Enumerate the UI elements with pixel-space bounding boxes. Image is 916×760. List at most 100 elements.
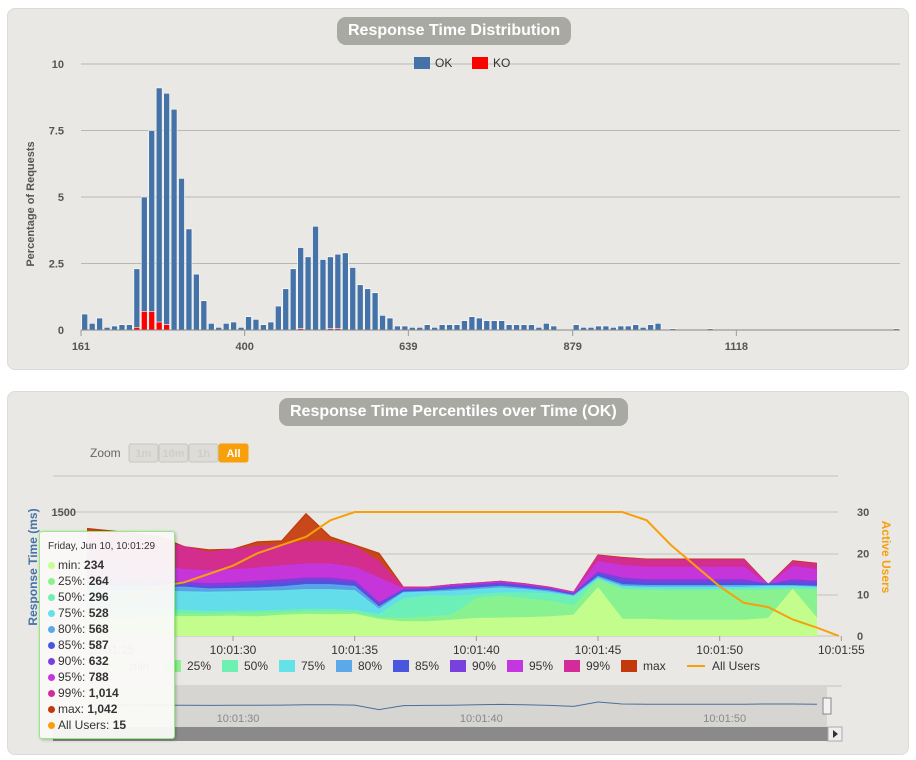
x-tick-label: 10:01:30: [210, 643, 257, 657]
tooltip-row: 99%: 1,014: [48, 685, 174, 701]
legend-label-85pct[interactable]: 85%: [415, 659, 439, 673]
ok-bar: [498, 320, 505, 331]
ok-bar: [446, 324, 453, 331]
zoom-button-1h-bg[interactable]: [188, 443, 219, 463]
zoom-button-10m-bg[interactable]: [158, 443, 189, 463]
tooltip-row: All Users: 15: [48, 717, 174, 733]
ok-bar: [289, 268, 297, 331]
ok-bar: [401, 325, 409, 331]
y-tick-label: 5: [58, 192, 64, 204]
area-edge-50pct: [86, 579, 818, 616]
legend-label-50pct[interactable]: 50%: [244, 659, 268, 673]
tooltip-row: 25%: 264: [48, 573, 174, 589]
ok-bar: [185, 228, 193, 331]
area-edge-90pct: [86, 571, 818, 604]
ok-bar: [297, 247, 304, 331]
tooltip-series-value: 788: [88, 670, 109, 684]
legend-label-90pct[interactable]: 90%: [472, 659, 496, 673]
tooltip-series-label: 85%: [58, 638, 83, 652]
area-edge-25pct: [86, 579, 818, 620]
x-tick-label: 10:01:55: [818, 643, 865, 657]
ok-bar: [275, 305, 282, 331]
ok-bar: [342, 252, 349, 331]
ok-bar: [200, 300, 208, 331]
tooltip-series-label: All Users: [58, 718, 107, 732]
ok-bar: [88, 323, 96, 331]
ok-bar: [595, 325, 602, 331]
ok-bar: [394, 325, 401, 331]
area-edge-min: [86, 587, 818, 623]
x-tick-label: 10:01:35: [331, 643, 378, 657]
x-tick-label: 879: [563, 341, 581, 353]
ok-bar: [163, 92, 170, 331]
tooltip-series-dot: [48, 642, 55, 649]
legend-label-95pct[interactable]: 95%: [529, 659, 553, 673]
tooltip-series-value: 632: [88, 654, 109, 668]
ok-bar: [632, 324, 639, 331]
legend-swatch-90pct: [450, 660, 466, 672]
zoom-button-1h[interactable]: 1h: [197, 448, 210, 460]
legend-swatch-99pct: [564, 660, 580, 672]
tooltip-series-value: 234: [84, 558, 105, 572]
navigator-right-handle[interactable]: [822, 697, 832, 715]
zoom-button-All-bg[interactable]: [218, 443, 249, 463]
tooltip-row: 80%: 568: [48, 621, 174, 637]
ok-bar: [193, 273, 200, 331]
legend-label-ok[interactable]: OK: [435, 56, 452, 70]
navigator-time-label: 10:01:40: [460, 713, 503, 725]
legend-label-max[interactable]: max: [643, 659, 666, 673]
tooltip-series-dot: [48, 674, 55, 681]
ok-bar: [505, 324, 513, 331]
tooltip-row: 95%: 788: [48, 669, 174, 685]
zoom-button-1m-bg[interactable]: [128, 443, 159, 463]
tooltip-series-dot: [48, 626, 55, 633]
legend-label-99pct[interactable]: 99%: [586, 659, 610, 673]
y2-tick-label: 10: [857, 590, 869, 602]
ok-bar: [81, 313, 88, 331]
tooltip-row: min: 234: [48, 557, 174, 573]
zoom-button-10m[interactable]: 10m: [162, 448, 184, 460]
legend-swatch-ko: [472, 57, 488, 69]
ok-bar: [572, 324, 580, 331]
ok-bar: [647, 324, 654, 331]
active-users-axis-title: Active Users: [879, 521, 893, 594]
y-tick-label: 10: [52, 59, 64, 71]
tooltip-series-dot: [48, 562, 55, 569]
tooltip-series-dot: [48, 594, 55, 601]
scroll-right-arrow-icon: [833, 730, 838, 738]
ok-bar: [252, 319, 260, 331]
navigator-selection[interactable]: [87, 687, 827, 727]
ko-bar: [148, 311, 156, 331]
y2-tick-label: 20: [857, 548, 869, 560]
tooltip-series-label: min: [58, 558, 78, 572]
tooltip-header: Friday, Jun 10, 10:01:29: [48, 541, 156, 552]
y-tick-label: 0: [58, 325, 64, 337]
chart-tooltip: Friday, Jun 10, 10:01:29 min: 234 25%: 26…: [39, 531, 175, 739]
x-tick-label: 10:01:50: [696, 643, 743, 657]
ok-bar: [371, 292, 379, 331]
tooltip-row: max: 1,042: [48, 701, 174, 717]
ok-bar: [550, 325, 558, 331]
tooltip-row: 85%: 587: [48, 637, 174, 653]
tooltip-series-value: 296: [88, 590, 109, 604]
tooltip-series-dot: [48, 578, 55, 585]
ok-bar: [96, 317, 103, 331]
ok-bar: [126, 324, 133, 331]
ok-bar: [461, 320, 468, 331]
ok-bar: [155, 87, 163, 331]
navigator-scrollbar-track[interactable]: [53, 727, 842, 741]
tooltip-row: 75%: 528: [48, 605, 174, 621]
navigator-series-line: [86, 701, 818, 711]
legend-label-all-users[interactable]: All Users: [712, 659, 760, 673]
tooltip-series-value: 1,042: [87, 702, 118, 716]
legend-label-25pct[interactable]: 25%: [187, 659, 211, 673]
zoom-button-All[interactable]: All: [226, 448, 240, 460]
legend-label-75pct[interactable]: 75%: [301, 659, 325, 673]
tooltip-series-dot: [48, 706, 55, 713]
navigator-time-label: 10:01:30: [217, 713, 260, 725]
ok-bar: [334, 253, 342, 331]
tooltip-series-value: 568: [88, 622, 109, 636]
legend-label-ko[interactable]: KO: [493, 56, 510, 70]
legend-label-80pct[interactable]: 80%: [358, 659, 382, 673]
zoom-button-1m[interactable]: 1m: [136, 448, 152, 460]
